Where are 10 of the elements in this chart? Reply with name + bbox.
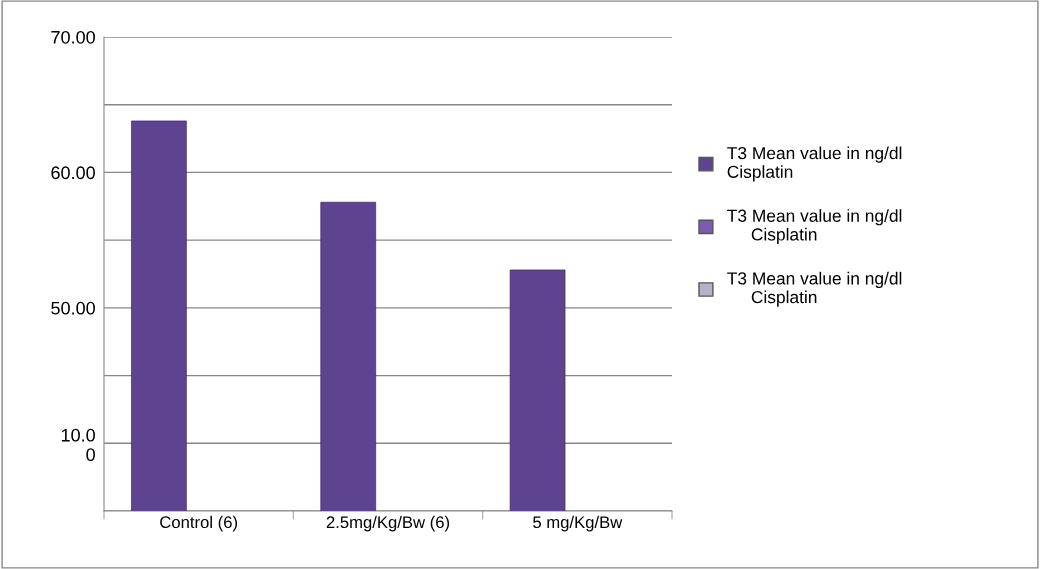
y-tick-label: 10.0 0: [61, 428, 95, 462]
legend-label: T3 Mean value in ng/dl Cisplatin: [727, 271, 902, 307]
x-tick-label: 2.5mg/Kg/Bw (6): [326, 515, 450, 532]
x-tick-label: 5 mg/Kg/Bw: [533, 515, 623, 532]
legend-label: T3 Mean value in ng/dl Cisplatin: [727, 209, 902, 245]
y-tick-label: 60.00: [51, 166, 95, 180]
y-tick-label: 70.00: [51, 30, 95, 44]
y-tick-label: 50.00: [51, 301, 95, 315]
legend-label: T3 Mean value in ng/dl Cisplatin: [727, 146, 902, 182]
x-tick-label: Control (6): [160, 515, 237, 532]
